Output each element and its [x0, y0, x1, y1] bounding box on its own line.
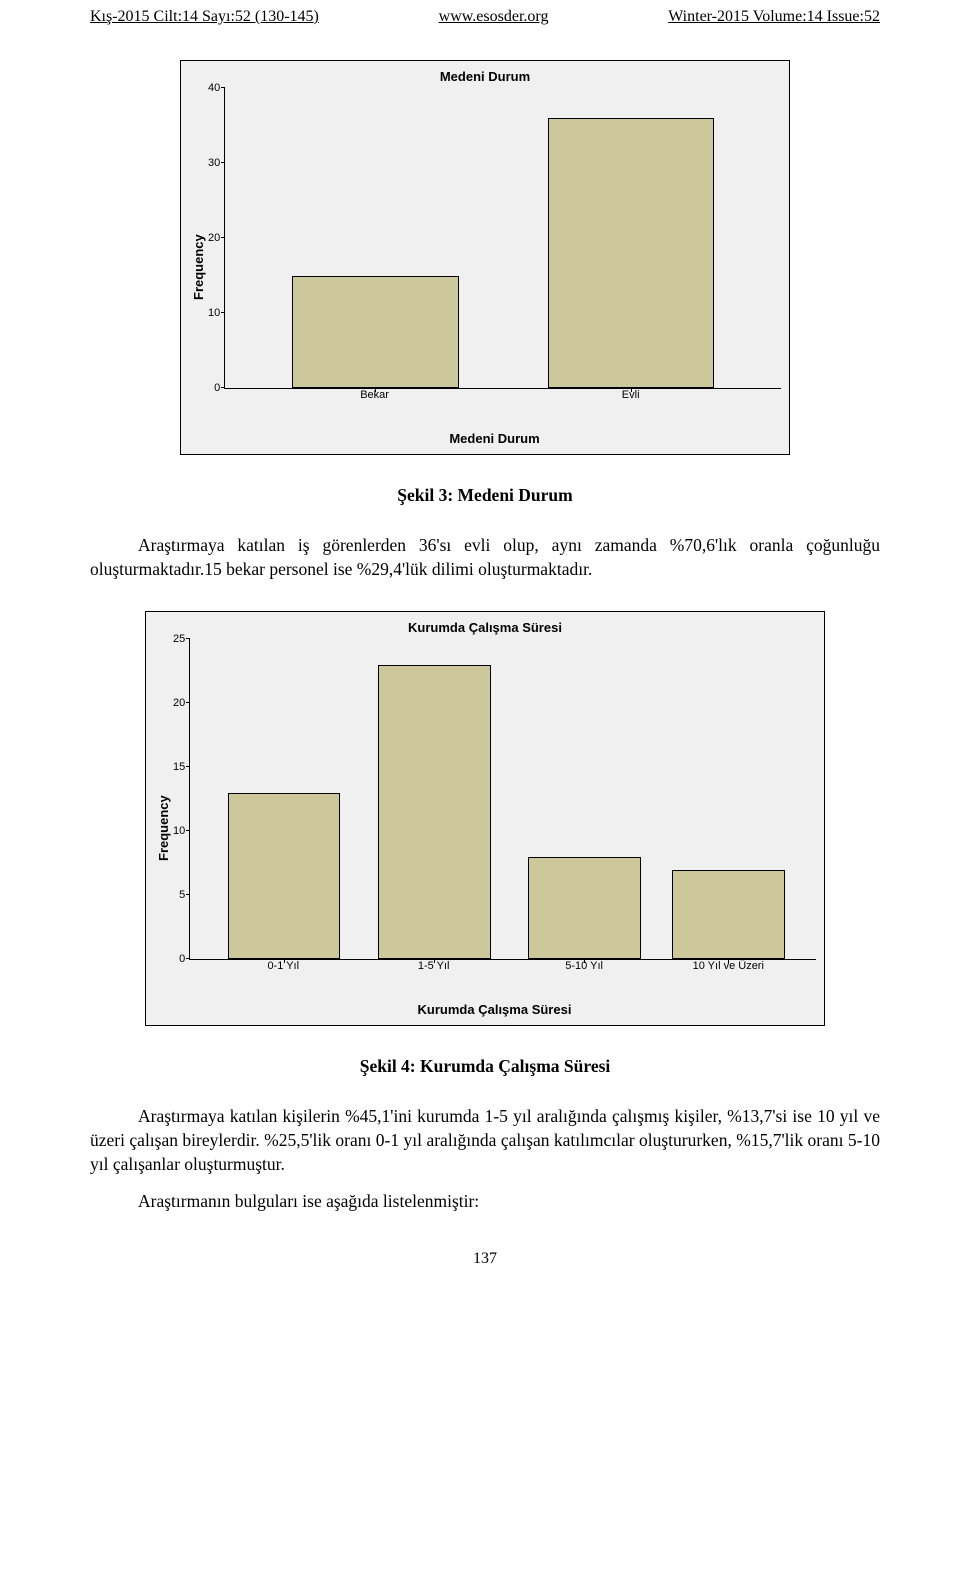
bar — [672, 870, 785, 960]
page: Kış-2015 Cilt:14 Sayı:52 (130-145) www.e… — [0, 0, 960, 1308]
chart-title: Medeni Durum — [189, 69, 781, 88]
bar — [548, 118, 715, 388]
figure-caption-3: Şekil 3: Medeni Durum — [90, 485, 880, 506]
paragraph: Araştırmaya katılan kişilerin %45,1'ini … — [90, 1105, 880, 1176]
x-tick-label: 5-10 Yıl — [565, 960, 603, 972]
y-axis-label: Frequency — [154, 639, 173, 1017]
chart-medeni-durum: Medeni Durum Frequency 403020100 Bekar Ev… — [180, 60, 790, 455]
paragraph: Araştırmaya katılan iş görenlerden 36'sı… — [90, 534, 880, 581]
x-tick-label: 0-1 Yıl — [267, 960, 299, 972]
y-axis-label: Frequency — [189, 88, 208, 446]
chart-kurumda-calisma: Kurumda Çalışma Süresi Frequency 2520151… — [145, 611, 825, 1026]
bar — [292, 276, 459, 389]
y-axis-ticks: 2520151050 — [173, 639, 189, 959]
header-left: Kış-2015 Cilt:14 Sayı:52 (130-145) — [90, 8, 319, 26]
x-tick-label: Evli — [622, 389, 640, 401]
bar — [228, 793, 341, 959]
header-center: www.esosder.org — [439, 8, 549, 26]
page-number: 137 — [90, 1250, 880, 1268]
x-tick-label: 10 Yıl ve Üzeri — [693, 960, 764, 972]
paragraph: Araştırmanın bulguları ise aşağıda liste… — [90, 1190, 880, 1214]
x-axis-label: Kurumda Çalışma Süresi — [173, 1002, 816, 1017]
plot-area — [189, 639, 816, 960]
running-header: Kış-2015 Cilt:14 Sayı:52 (130-145) www.e… — [90, 0, 880, 30]
x-tick-label: 1-5 Yıl — [418, 960, 450, 972]
x-axis-label: Medeni Durum — [208, 431, 781, 446]
bar — [528, 857, 641, 959]
x-axis-ticks: 0-1 Yıl 1-5 Yıl 5-10 Yıl 10 Yıl ve Üzeri — [173, 960, 816, 980]
plot-area — [224, 88, 781, 389]
x-axis-ticks: Bekar Evli — [208, 389, 781, 409]
x-tick-label: Bekar — [360, 389, 389, 401]
chart-title: Kurumda Çalışma Süresi — [154, 620, 816, 639]
y-axis-ticks: 403020100 — [208, 88, 224, 388]
figure-caption-4: Şekil 4: Kurumda Çalışma Süresi — [90, 1056, 880, 1077]
bar — [378, 665, 491, 959]
header-right: Winter-2015 Volume:14 Issue:52 — [668, 8, 880, 26]
